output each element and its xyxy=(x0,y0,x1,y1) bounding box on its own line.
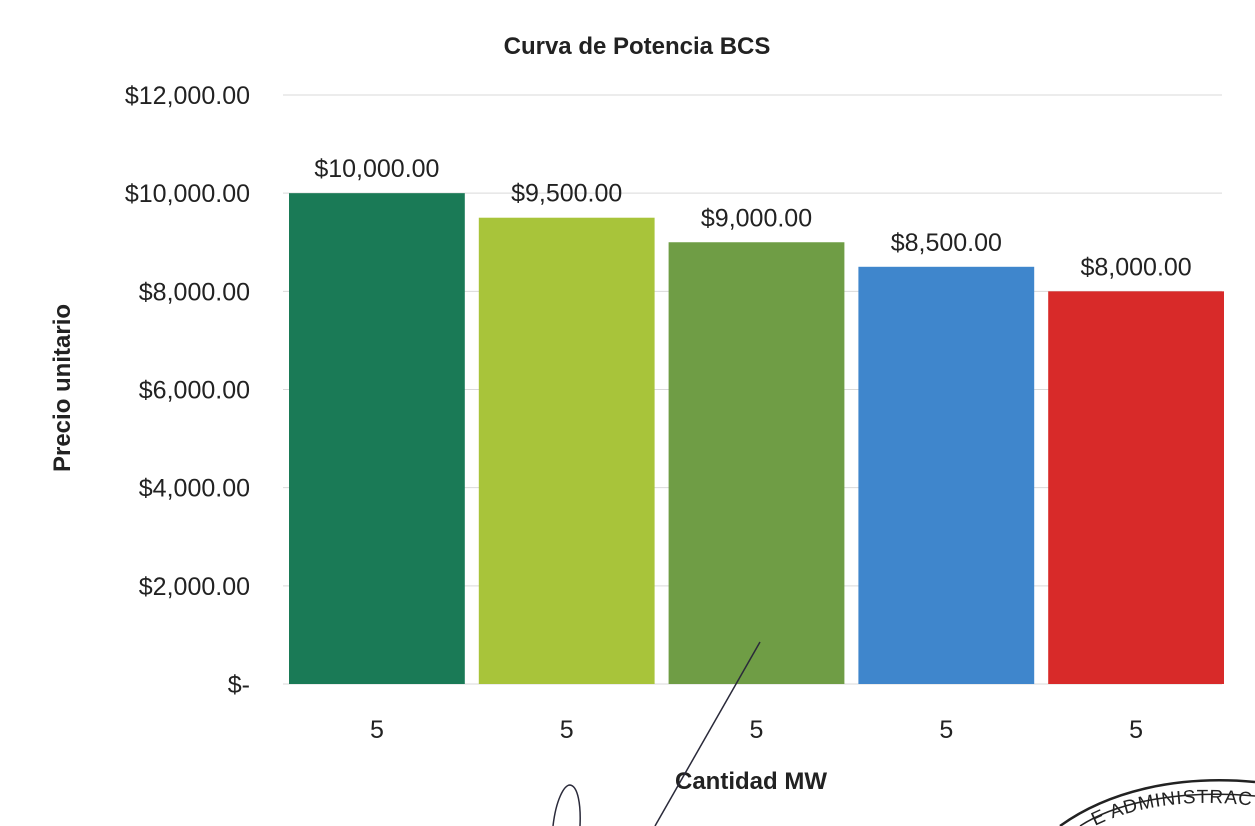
y-tick-label: $2,000.00 xyxy=(139,573,250,601)
y-axis-label: Precio unitario xyxy=(49,304,76,472)
x-axis-tick-labels: 5 5 5 5 5 xyxy=(370,716,1143,744)
bar-data-label: $8,000.00 xyxy=(1080,253,1191,281)
y-tick-label: $6,000.00 xyxy=(139,377,250,405)
bar-data-label: $9,500.00 xyxy=(511,180,622,208)
y-tick-label: $4,000.00 xyxy=(139,475,250,503)
bar-data-label: $8,500.00 xyxy=(891,229,1002,257)
y-tick-label: $8,000.00 xyxy=(139,278,250,306)
bar xyxy=(858,266,1035,684)
chart-title: Curva de Potencia BCS xyxy=(504,33,771,60)
bar-data-labels: $10,000.00 $9,500.00 $9,000.00 $8,500.00 $8,… xyxy=(314,155,1191,281)
x-tick-label: 5 xyxy=(370,716,384,744)
y-tick-label: $12,000.00 xyxy=(125,82,250,110)
signature-mark xyxy=(552,641,761,826)
bar-data-label: $10,000.00 xyxy=(314,155,439,183)
bar xyxy=(478,217,655,685)
x-axis-label: Cantidad MW xyxy=(675,768,827,795)
bar xyxy=(289,193,465,684)
y-tick-label: $- xyxy=(228,671,250,699)
y-axis-tick-labels: $- $2,000.00 $4,000.00 $6,000.00 $8,000.00 $1… xyxy=(125,82,250,699)
x-tick-label: 5 xyxy=(1129,716,1143,744)
bar-data-label: $9,000.00 xyxy=(701,204,812,232)
x-tick-label: 5 xyxy=(939,716,953,744)
bars xyxy=(289,193,1224,685)
x-tick-label: 5 xyxy=(560,716,574,744)
bar xyxy=(668,242,845,684)
y-tick-label: $10,000.00 xyxy=(125,180,250,208)
bar xyxy=(1048,291,1224,684)
x-tick-label: 5 xyxy=(750,716,764,744)
